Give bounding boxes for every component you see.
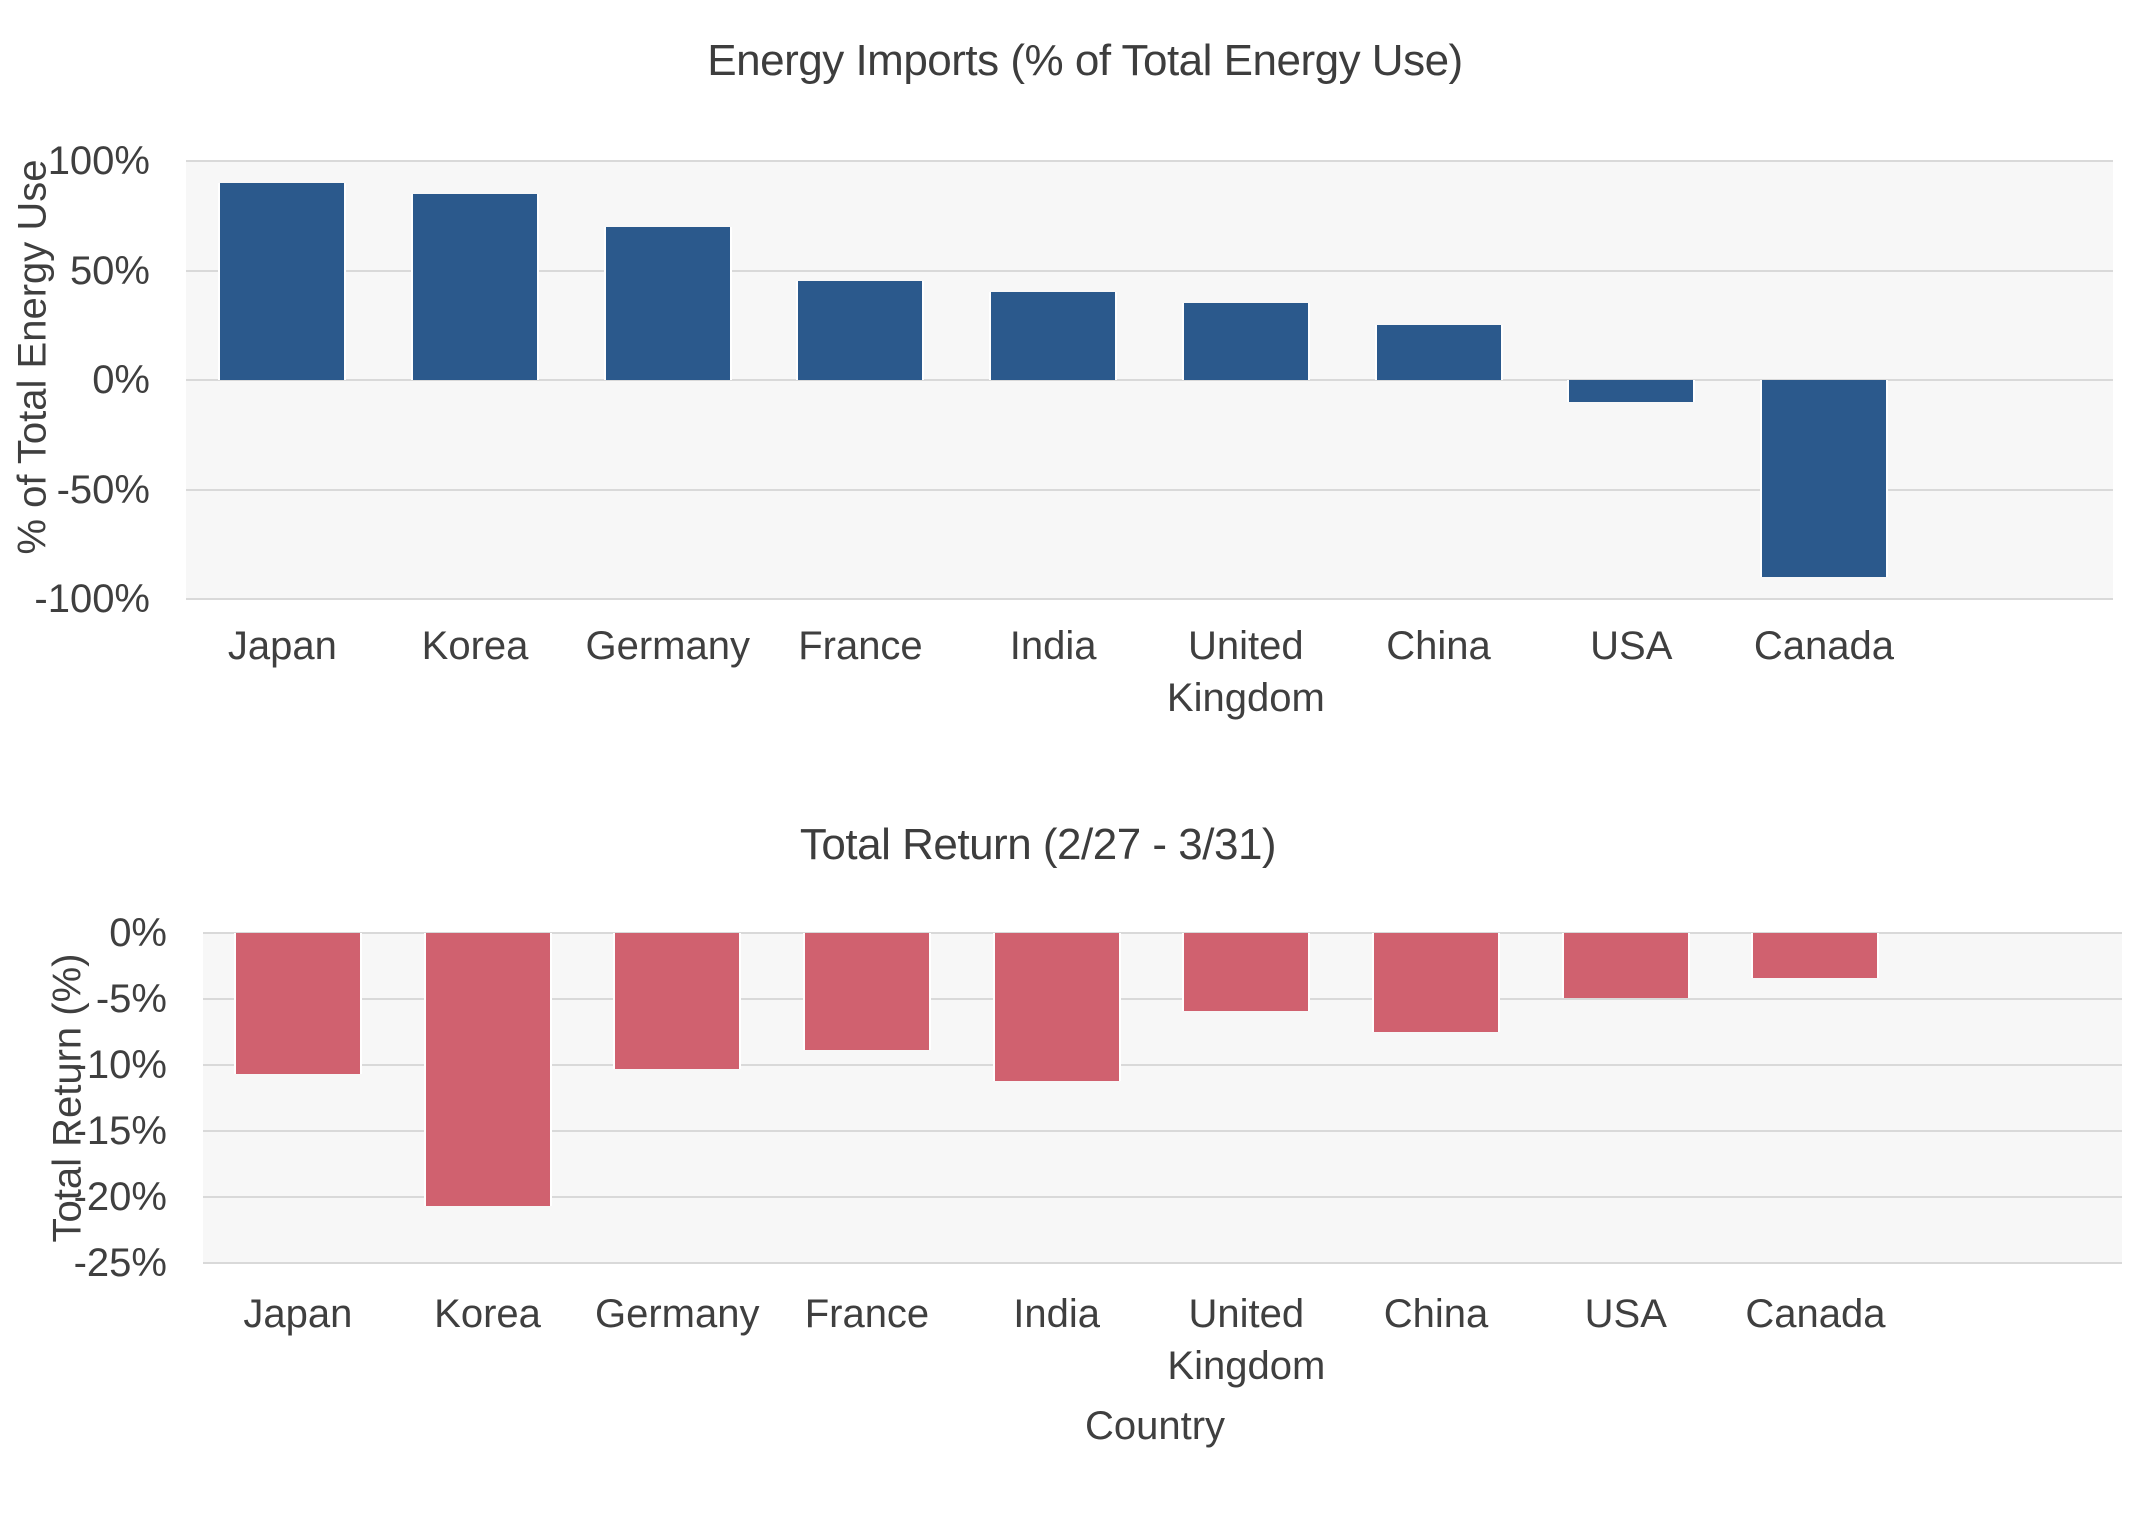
x-tick-label-united-kingdom: United Kingdom bbox=[1166, 624, 1325, 720]
bar-france bbox=[802, 933, 931, 1051]
bar-canada bbox=[1759, 380, 1888, 578]
gridline--5% bbox=[203, 998, 2122, 1000]
bar-japan bbox=[233, 933, 362, 1075]
bar-china bbox=[1374, 325, 1503, 380]
x-tick-label-united-kingdom: United Kingdom bbox=[1167, 1292, 1326, 1388]
x-tick-label-china: China bbox=[1386, 624, 1491, 668]
energy-imports-chart-title: Energy Imports (% of Total Energy Use) bbox=[707, 36, 1463, 85]
x-tick-label-india: India bbox=[1009, 624, 1097, 668]
total-return-x-axis-title: Country bbox=[1084, 1404, 1226, 1448]
x-tick-label-japan: Japan bbox=[227, 624, 337, 668]
y-tick-label: -5% bbox=[95, 977, 167, 1021]
bar-germany bbox=[603, 226, 732, 380]
x-tick-label-canada: Canada bbox=[1745, 1292, 1886, 1336]
x-tick-label-korea: Korea bbox=[421, 624, 529, 668]
bar-india bbox=[989, 292, 1118, 380]
y-tick-label: -10% bbox=[73, 1043, 167, 1087]
bar-india bbox=[992, 933, 1121, 1081]
x-tick-label-germany: Germany bbox=[585, 624, 751, 668]
x-tick-label-india: India bbox=[1013, 1292, 1101, 1336]
y-tick-label: -20% bbox=[73, 1175, 167, 1219]
x-tick-label-france: France bbox=[798, 624, 923, 668]
y-tick-label: 50% bbox=[69, 248, 150, 293]
bar-japan bbox=[218, 182, 347, 380]
bar-usa bbox=[1561, 933, 1690, 998]
y-tick-label: 0% bbox=[92, 358, 150, 402]
gridline-0% bbox=[186, 379, 2113, 381]
bar-china bbox=[1372, 933, 1501, 1032]
bar-france bbox=[796, 281, 925, 380]
total-return-chart-title: Total Return (2/27 - 3/31) bbox=[799, 820, 1277, 869]
bar-canada bbox=[1751, 933, 1880, 978]
x-tick-label-france: France bbox=[804, 1292, 930, 1336]
gridline--25% bbox=[203, 1262, 2122, 1264]
gridline--50% bbox=[186, 488, 2113, 491]
gridline--100% bbox=[186, 598, 2113, 600]
x-tick-label-china: China bbox=[1383, 1292, 1489, 1336]
gridline--20% bbox=[203, 1196, 2122, 1198]
gridline-50% bbox=[186, 269, 2113, 272]
x-tick-label-usa: USA bbox=[1584, 1292, 1667, 1336]
bar-korea bbox=[411, 193, 540, 380]
bar-korea bbox=[423, 933, 552, 1207]
bar-united-kingdom bbox=[1181, 303, 1310, 380]
x-tick-label-canada: Canada bbox=[1753, 624, 1894, 668]
x-tick-label-usa: USA bbox=[1590, 624, 1673, 668]
y-tick-label: -25% bbox=[73, 1241, 167, 1285]
bar-germany bbox=[613, 933, 742, 1069]
x-tick-label-germany: Germany bbox=[595, 1292, 760, 1336]
bar-usa bbox=[1567, 380, 1696, 402]
bar-united-kingdom bbox=[1182, 933, 1311, 1011]
y-tick-label: -15% bbox=[73, 1109, 167, 1153]
y-tick-label: -100% bbox=[34, 577, 150, 621]
y-tick-label: -50% bbox=[56, 467, 150, 512]
gridline--15% bbox=[203, 1130, 2122, 1132]
y-tick-label: 100% bbox=[47, 139, 150, 183]
gridline--10% bbox=[203, 1064, 2122, 1066]
x-tick-label-japan: Japan bbox=[243, 1292, 353, 1336]
x-tick-label-korea: Korea bbox=[434, 1292, 541, 1336]
y-tick-label: 0% bbox=[109, 911, 167, 955]
gridline-0% bbox=[203, 932, 2122, 934]
gridline-100% bbox=[186, 160, 2113, 162]
